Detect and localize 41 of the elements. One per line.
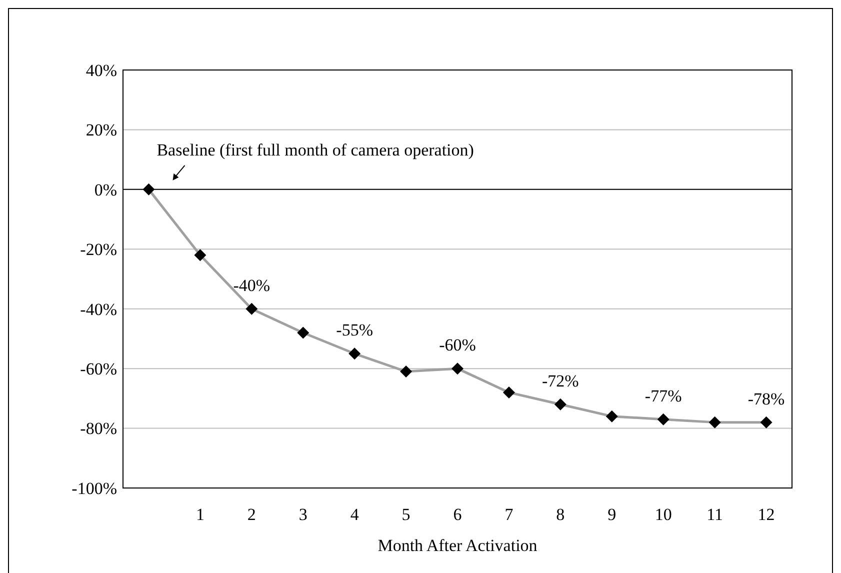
point [657, 413, 670, 426]
data-label: -77% [644, 386, 682, 406]
x-tick-label: 11 [706, 505, 723, 524]
point [554, 398, 566, 410]
x-tick-label: 3 [298, 505, 308, 524]
x-tick-label: 12 [758, 505, 775, 524]
y-tick-label: 0% [94, 180, 117, 200]
point [142, 183, 155, 196]
x-tick-label: 10 [654, 505, 672, 524]
x-tick-label: 9 [608, 505, 616, 524]
x-tick-label: 2 [247, 505, 256, 524]
point [297, 326, 310, 339]
y-tick-label: -100% [72, 478, 117, 498]
point [246, 302, 258, 315]
point [502, 386, 515, 398]
x-tick-label: 7 [504, 505, 514, 524]
point [606, 410, 618, 422]
point [760, 416, 772, 428]
x-tick-label: 5 [402, 505, 410, 524]
point [194, 249, 206, 262]
data-label: -60% [439, 336, 476, 355]
y-tick-label: 40% [86, 60, 117, 80]
y-tick-label: -40% [80, 300, 117, 319]
x-tick-label: 8 [556, 505, 565, 524]
point [708, 416, 721, 428]
y-tick-label: 20% [86, 120, 117, 140]
x-axis-title: Month After Activation [378, 536, 538, 555]
annotation: Baseline (first full month of camera operation) [156, 140, 474, 160]
x-tick-label: 1 [196, 505, 204, 524]
x-tick-label: 6 [453, 505, 462, 524]
y-tick-label: -20% [80, 240, 117, 260]
point [452, 362, 464, 375]
point [400, 366, 412, 378]
data-label: -40% [233, 276, 270, 295]
point [348, 348, 361, 360]
x-tick-label: 4 [350, 505, 360, 524]
y-tick-label: -80% [80, 419, 117, 438]
data-label: -55% [336, 320, 373, 340]
data-label: -72% [542, 371, 579, 390]
y-tick-label: -60% [80, 360, 117, 379]
data-label: -78% [748, 389, 785, 408]
